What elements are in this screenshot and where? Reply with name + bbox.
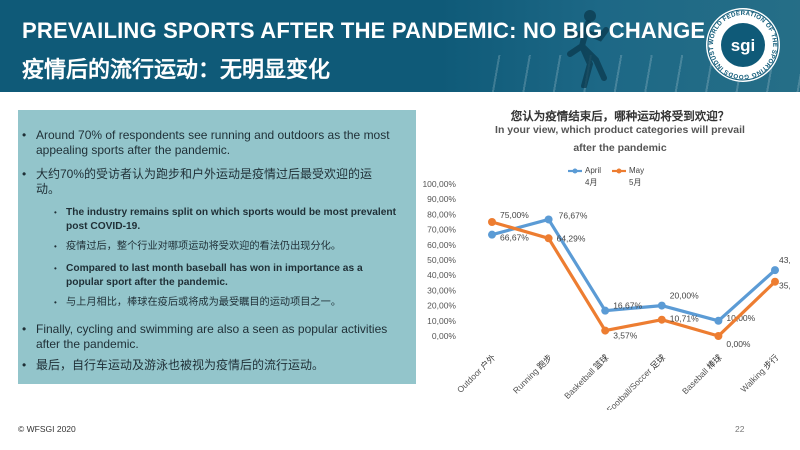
bullet-marker: • (22, 167, 27, 181)
y-tick-label: 90,00% (427, 194, 456, 204)
data-point-april (601, 306, 610, 315)
x-category-label-en: Basketball (562, 364, 598, 400)
x-category-label: Basketball 篮球 (562, 352, 611, 401)
legend-marker-may (616, 168, 622, 174)
x-category-label-en: Running (511, 364, 542, 395)
summary-subpoint: 与上月相比，棒球在疫后或将成为最受瞩目的运动项目之一。 (66, 297, 342, 308)
data-label-april: 16,67% (613, 301, 642, 311)
bullet-marker: • (54, 298, 57, 307)
data-point-april (657, 301, 666, 310)
logo-text: sgi (731, 36, 756, 55)
bullet-marker: • (54, 208, 57, 217)
y-tick-label: 10,00% (427, 316, 456, 326)
chart-title-english-line2: after the pandemic (573, 142, 667, 154)
page-title-english: PREVAILING SPORTS AFTER THE PANDEMIC: NO… (22, 18, 706, 43)
y-tick-label: 100,00% (422, 179, 456, 189)
x-category-label-cn: 步行 (761, 352, 780, 371)
summary-point: 最后，自行车运动及游泳也被视为疫情后的流行运动。 (36, 358, 325, 372)
y-tick-label: 50,00% (427, 255, 456, 265)
data-point-april (544, 215, 553, 224)
series-line-may (491, 220, 777, 338)
x-category-label: Football/Soccer 足球 (605, 352, 668, 410)
data-label-april: 43,33% (779, 255, 790, 265)
series-line-april (491, 217, 777, 323)
x-category-label-en: Baseball (680, 364, 712, 396)
data-label-april: 20,00% (670, 291, 699, 301)
y-tick-label: 40,00% (427, 270, 456, 280)
y-tick-label: 20,00% (427, 301, 456, 311)
data-label-may: 64,29% (557, 233, 586, 243)
y-tick-label: 30,00% (427, 285, 456, 295)
legend-label-cn-april: 4月 (585, 178, 597, 187)
data-point-april (488, 230, 496, 239)
page-title-chinese: 疫情后的流行运动：无明显变化 (22, 57, 331, 82)
summary-subpoint: The industry remains split on which spor… (66, 207, 397, 232)
data-label-may: 35,71% (779, 281, 790, 291)
data-point-may (657, 315, 666, 324)
data-point-may (771, 277, 779, 286)
data-point-april (771, 266, 779, 275)
summary-point: Finally, cycling and swimming are also a… (36, 322, 388, 351)
runner-silhouette-icon (565, 10, 609, 88)
bullet-marker: • (22, 128, 27, 142)
data-label-april: 10,00% (726, 313, 755, 323)
legend-label-april: April (585, 166, 601, 175)
summary-subpoint: Compared to last month baseball has won … (66, 263, 363, 288)
x-category-label-cn: 足球 (648, 352, 667, 371)
chart-title-chinese: 您认为疫情结束后，哪种运动将受到欢迎？ (510, 111, 730, 123)
y-tick-label: 70,00% (427, 225, 456, 235)
x-category-label-en: Football/Soccer (605, 364, 656, 410)
x-category-label: Baseball 棒球 (680, 352, 724, 396)
y-tick-label: 80,00% (427, 209, 456, 219)
data-label-may: 0,00% (726, 339, 751, 349)
page-number: 22 (735, 424, 745, 434)
summary-point: 大约70%的受访者认为跑步和户外运动是疫情过后最受欢迎的运动。 (36, 167, 373, 196)
y-tick-label: 60,00% (427, 240, 456, 250)
legend-label-may: May (629, 166, 644, 175)
y-tick-label: 0,00% (432, 331, 457, 341)
x-category-label-en: Outdoor (455, 364, 485, 394)
summary-point: Around 70% of respondents see running an… (36, 128, 390, 157)
data-label-may: 75,00% (500, 210, 529, 220)
bullet-marker: • (54, 264, 57, 273)
chart-title-english-line1: In your view, which product categories w… (495, 124, 745, 136)
data-label-april: 76,67% (559, 210, 588, 220)
x-category-label-cn: 棒球 (705, 352, 724, 371)
header-banner: PREVAILING SPORTS AFTER THE PANDEMIC: NO… (0, 0, 800, 92)
data-label-may: 10,71% (670, 314, 699, 324)
x-category-label-en: Walking (738, 364, 768, 394)
x-category-label-cn: 跑步 (535, 352, 554, 371)
x-category-label-cn: 篮球 (592, 352, 611, 371)
data-label-april: 66,67% (500, 233, 529, 243)
data-point-april (714, 316, 723, 325)
data-point-may (601, 326, 610, 335)
summary-textbox (18, 110, 416, 384)
x-category-label-cn: 户外 (478, 352, 497, 371)
summary-subpoint: 疫情过后，整个行业对哪项运动将受欢迎的看法仍出现分化。 (66, 241, 342, 252)
copyright-text: © WFSGI 2020 (18, 424, 76, 434)
x-category-label: Outdoor 户外 (455, 352, 498, 395)
data-point-may (488, 218, 496, 226)
x-category-label: Walking 步行 (738, 352, 780, 394)
x-category-label: Running 跑步 (511, 352, 554, 395)
legend-label-cn-may: 5月 (629, 178, 641, 187)
bullet-marker: • (22, 322, 27, 336)
data-label-may: 3,57% (613, 331, 638, 341)
data-point-may (714, 332, 723, 340)
bullet-marker: • (22, 358, 27, 372)
line-chart: 0,00% 10,00% 20,00% 30,00% 40,00% 50,00% 60,00… (422, 166, 790, 410)
data-point-may (544, 234, 553, 243)
wfsgi-logo: WORLD FEDERATION OF THE SPORTING GOODS I… (704, 6, 780, 82)
bullet-marker: • (54, 242, 57, 251)
legend-marker-april (572, 168, 578, 174)
